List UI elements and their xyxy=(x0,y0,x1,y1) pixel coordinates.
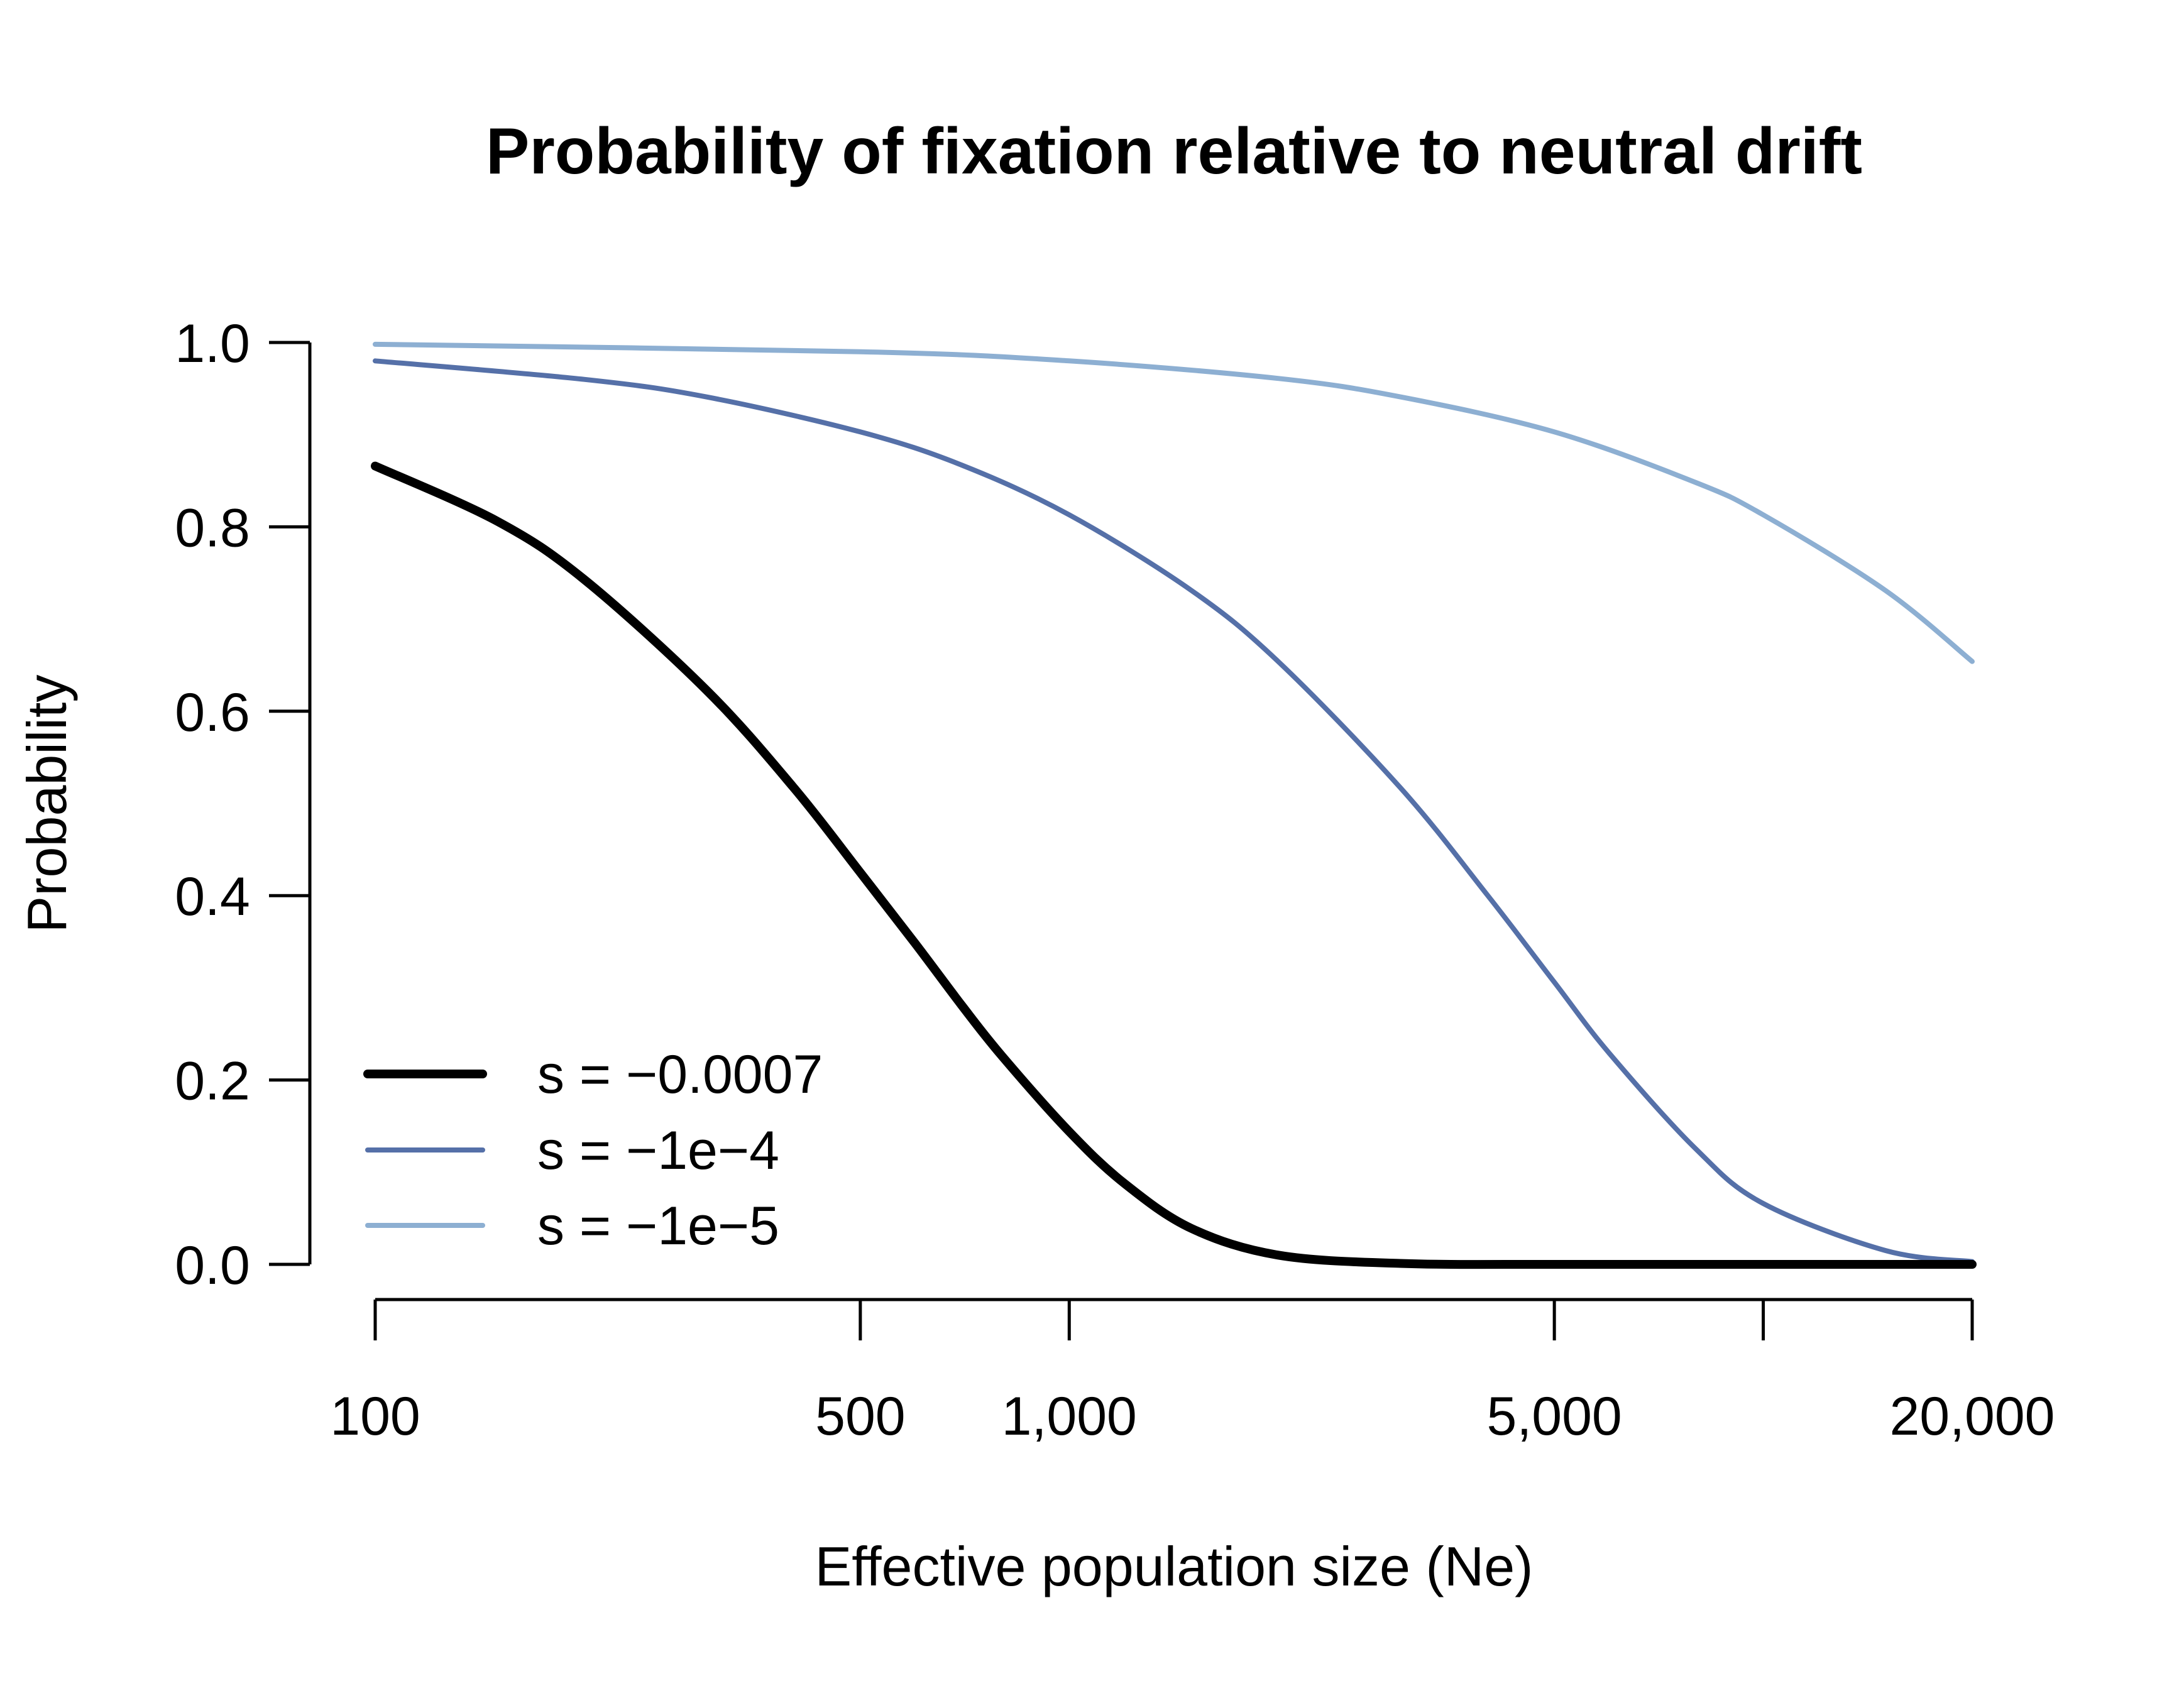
legend: s = −0.0007 s = −1e−4 s = −1e−5 xyxy=(363,1044,823,1256)
x-tick-label: 500 xyxy=(815,1386,906,1447)
legend-label-3: s = −1e−5 xyxy=(537,1196,779,1256)
x-tick-label: 20,000 xyxy=(1889,1386,2055,1447)
legend-label-1: s = −0.0007 xyxy=(537,1044,823,1105)
chart-title: Probability of fixation relative to neut… xyxy=(486,115,1862,188)
series-line-3 xyxy=(373,341,1975,664)
x-axis-label: Effective population size (Ne) xyxy=(815,1535,1534,1597)
y-tick-label: 0.2 xyxy=(175,1051,250,1112)
y-axis-label: Probability xyxy=(16,675,78,933)
y-tick-label: 1.0 xyxy=(175,314,250,374)
series-line-1 xyxy=(371,461,1977,1269)
x-tick-label: 5,000 xyxy=(1487,1386,1622,1447)
y-tick-label: 0.0 xyxy=(175,1235,250,1296)
y-axis-ticks: 0.0 0.2 0.4 0.6 0.8 1.0 xyxy=(175,314,310,1296)
legend-label-2: s = −1e−4 xyxy=(537,1120,779,1181)
y-tick-label: 0.8 xyxy=(175,498,250,558)
y-tick-label: 0.4 xyxy=(175,867,250,927)
plot-lines xyxy=(371,341,1977,1269)
series-line-2 xyxy=(373,358,1975,1264)
x-tick-label: 1,000 xyxy=(1002,1386,1137,1447)
y-tick-label: 0.6 xyxy=(175,682,250,743)
x-axis-ticks: 100 500 1,000 5,000 20,000 xyxy=(330,1300,2055,1447)
x-tick-label: 100 xyxy=(330,1386,420,1447)
